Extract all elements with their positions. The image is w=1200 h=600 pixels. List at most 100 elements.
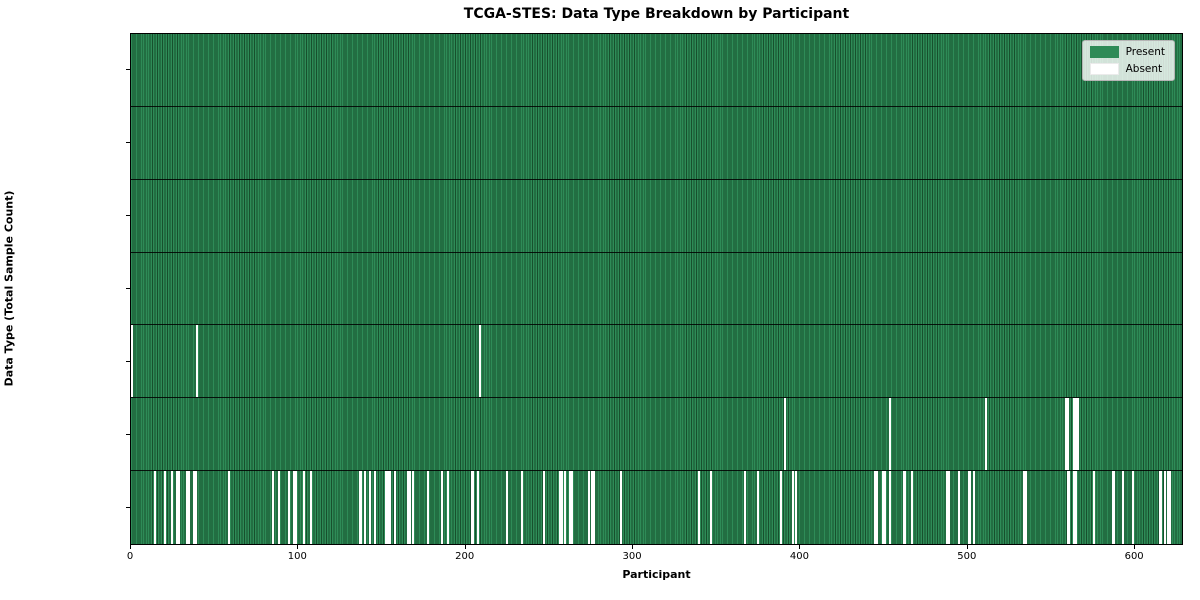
- heatmap-row-Clinical: [131, 106, 1182, 180]
- absent-stripe: [756, 471, 759, 544]
- absent-stripe: [176, 471, 179, 544]
- absent-stripe: [192, 471, 195, 544]
- absent-stripe: [271, 471, 274, 544]
- absent-stripe: [1121, 471, 1124, 544]
- absent-stripe: [373, 471, 376, 544]
- legend-item-absent: Absent: [1089, 63, 1165, 75]
- x-tick-label: 100: [287, 551, 307, 562]
- absent-stripe: [698, 471, 701, 544]
- absent-stripe: [792, 471, 795, 544]
- heatmap-row-CN: [131, 252, 1182, 326]
- absent-stripe: [889, 398, 892, 471]
- absent-stripe: [1093, 471, 1096, 544]
- absent-stripe: [164, 471, 167, 544]
- absent-stripe: [910, 471, 913, 544]
- absent-stripe: [479, 325, 482, 398]
- x-tick-label: 300: [622, 551, 642, 562]
- absent-stripe: [1163, 471, 1166, 544]
- absent-stripe: [561, 471, 564, 544]
- absent-stripe: [177, 471, 180, 544]
- absent-stripe: [902, 471, 905, 544]
- y-tick-mark: [126, 506, 130, 508]
- absent-stripe: [293, 471, 296, 544]
- legend-item-present: Present: [1089, 46, 1165, 58]
- legend-label-present: Present: [1125, 46, 1165, 58]
- absent-stripe: [412, 471, 415, 544]
- y-tick-mark: [126, 360, 130, 362]
- y-tick-mark: [126, 142, 130, 144]
- absent-stripe: [363, 471, 366, 544]
- absent-stripe: [228, 471, 231, 544]
- absent-stripe: [1023, 471, 1025, 544]
- absent-stripe: [564, 471, 567, 544]
- heatmap-row-MAF: [131, 325, 1182, 399]
- absent-stripe: [154, 471, 157, 544]
- absent-stripe: [387, 471, 390, 544]
- absent-stripe: [783, 398, 786, 471]
- absent-stripe: [874, 471, 877, 544]
- present-swatch-icon: [1089, 46, 1119, 58]
- x-tick-label: 500: [957, 551, 977, 562]
- absent-stripe: [947, 471, 950, 544]
- x-tick-mark: [632, 545, 634, 549]
- x-tick-label: 200: [455, 551, 475, 562]
- y-tick-mark: [126, 215, 130, 217]
- absent-stripe: [884, 471, 887, 544]
- absent-stripe: [310, 471, 313, 544]
- absent-stripe: [520, 471, 523, 544]
- absent-stripe: [882, 471, 885, 544]
- absent-stripe: [542, 471, 545, 544]
- absent-stripe: [984, 398, 987, 471]
- absent-stripe: [427, 471, 430, 544]
- absent-swatch-icon: [1089, 63, 1119, 75]
- absent-stripe: [1113, 471, 1116, 544]
- heatmap-row-Methylation: [131, 179, 1182, 253]
- absent-stripe: [393, 471, 396, 544]
- absent-stripe: [187, 471, 190, 544]
- absent-stripe: [440, 471, 443, 544]
- absent-stripe: [591, 471, 594, 544]
- heatmap-rows: [131, 34, 1182, 544]
- absent-stripe: [946, 471, 949, 544]
- absent-stripe: [1168, 471, 1171, 544]
- absent-stripe: [957, 471, 960, 544]
- heatmap-row-miR: [131, 398, 1182, 472]
- absent-stripe: [388, 471, 391, 544]
- absent-stripe: [472, 471, 475, 544]
- absent-stripe: [904, 471, 907, 544]
- absent-stripe: [969, 471, 972, 544]
- absent-stripe: [1066, 398, 1069, 471]
- absent-stripe: [295, 471, 297, 544]
- legend: Present Absent: [1081, 40, 1175, 81]
- y-axis-label: Data Type (Total Sample Count): [2, 190, 16, 387]
- absent-stripe: [780, 471, 783, 544]
- absent-stripe: [358, 471, 361, 544]
- absent-stripe: [477, 471, 480, 544]
- absent-stripe: [505, 471, 508, 544]
- x-tick-mark: [799, 545, 801, 549]
- absent-stripe: [385, 471, 388, 544]
- absent-stripe: [1111, 471, 1114, 544]
- absent-stripe: [1158, 471, 1161, 544]
- x-tick-mark: [297, 545, 299, 549]
- absent-stripe: [1074, 398, 1077, 471]
- absent-stripe: [278, 471, 281, 544]
- absent-stripe: [194, 471, 197, 544]
- absent-stripe: [360, 471, 363, 544]
- absent-stripe: [1131, 471, 1134, 544]
- absent-stripe: [571, 471, 574, 544]
- x-tick-mark: [1134, 545, 1136, 549]
- x-tick-mark: [966, 545, 968, 549]
- absent-stripe: [559, 471, 562, 544]
- absent-stripe: [1166, 471, 1169, 544]
- absent-stripe: [587, 471, 590, 544]
- absent-stripe: [1160, 471, 1163, 544]
- absent-stripe: [569, 471, 572, 544]
- y-tick-mark: [126, 288, 130, 289]
- absent-stripe: [303, 471, 306, 544]
- y-tick-mark: [126, 69, 130, 71]
- x-tick-mark: [130, 545, 131, 549]
- chart-title: TCGA-STES: Data Type Breakdown by Partic…: [463, 6, 850, 22]
- heatmap-row-BCR: [131, 34, 1182, 107]
